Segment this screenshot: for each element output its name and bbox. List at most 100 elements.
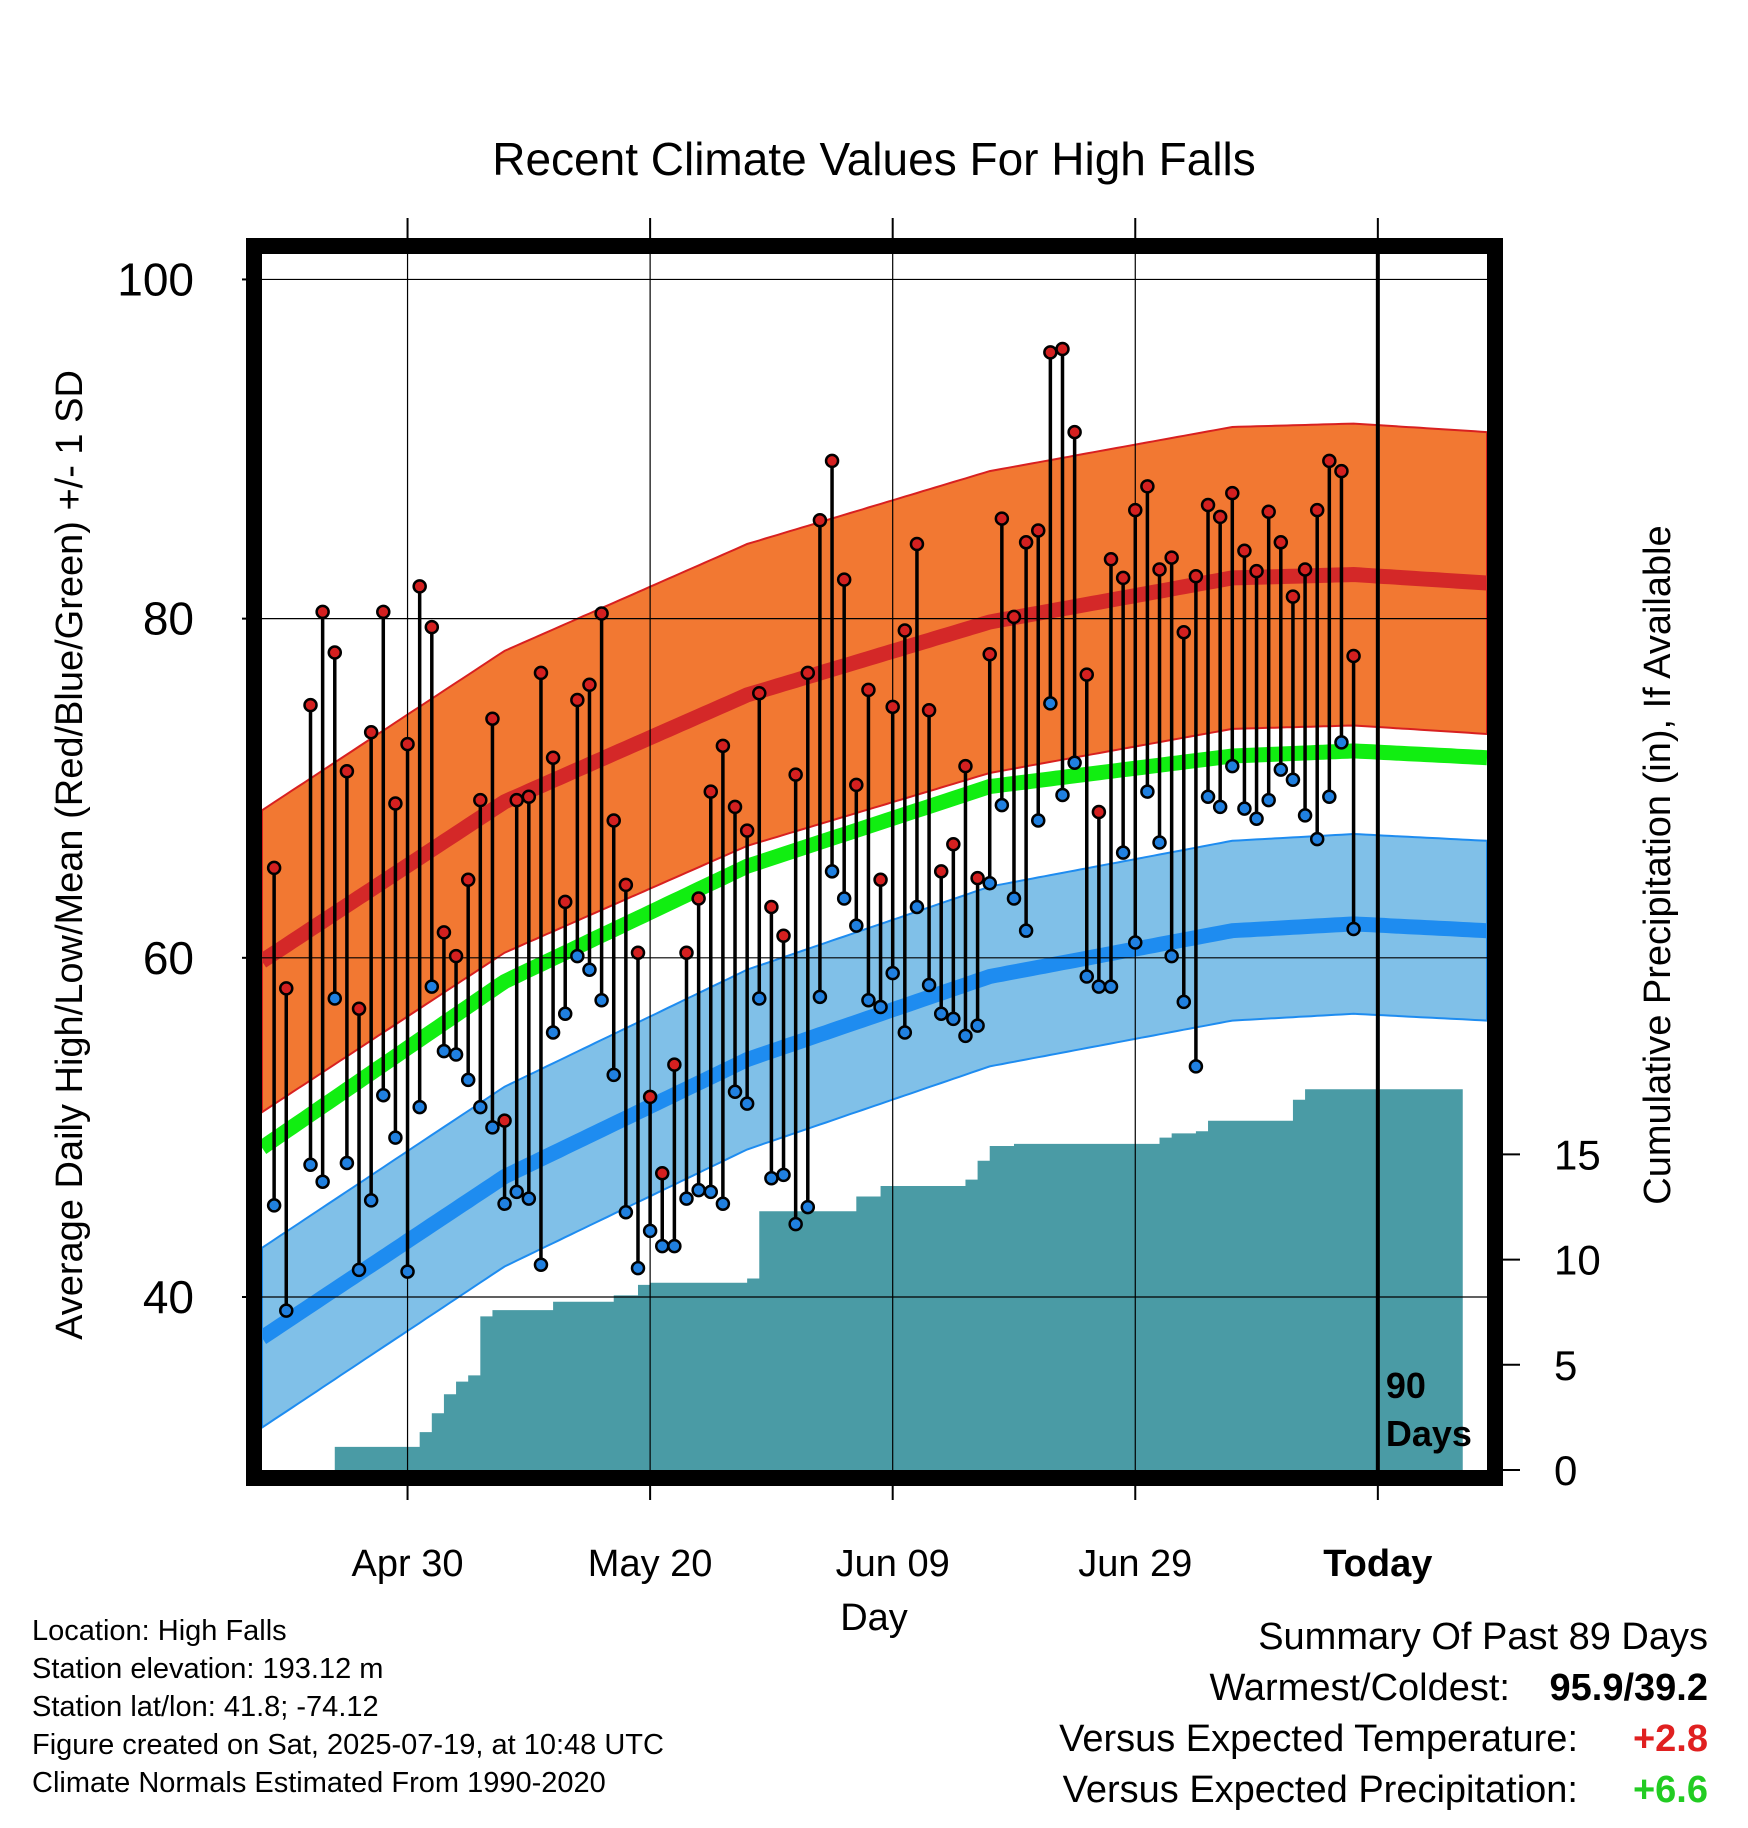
- daily-low-point: [861, 992, 876, 1008]
- temp-anomaly-value: +2.8: [1632, 1718, 1708, 1760]
- daily-high-point: [303, 697, 318, 713]
- daily-low-point: [1128, 935, 1143, 950]
- daily-low-point: [1273, 762, 1289, 777]
- daily-low-point: [946, 1011, 961, 1027]
- daily-low-point: [982, 875, 997, 891]
- normal-high-line: [262, 566, 1487, 968]
- daily-low-point: [363, 1193, 379, 1208]
- daily-high-point: [933, 864, 949, 879]
- daily-high-point: [1346, 648, 1361, 664]
- daily-low-point: [764, 1171, 779, 1186]
- daily-high-point: [897, 623, 913, 638]
- daily-low-point: [327, 991, 343, 1006]
- daily-low-point: [788, 1216, 803, 1232]
- daily-low-point: [752, 991, 767, 1006]
- daily-high-point: [545, 750, 561, 765]
- daily-low-point: [1237, 801, 1252, 816]
- daily-high-point: [873, 872, 888, 888]
- daily-high-point: [849, 777, 864, 793]
- daily-high-point: [667, 1057, 682, 1072]
- y-left-tick-label: 100: [117, 253, 194, 305]
- daily-low-point: [1043, 696, 1058, 711]
- daily-high-point: [327, 645, 343, 660]
- daily-low-point: [582, 962, 597, 977]
- daily-low-point: [303, 1157, 318, 1172]
- daily-high-point: [921, 702, 937, 718]
- daily-low-point: [970, 1018, 985, 1033]
- daily-high-point: [1200, 497, 1216, 513]
- daily-high-point: [400, 736, 415, 752]
- daily-low-point: [1152, 835, 1167, 850]
- normal-mean-line: [262, 743, 1487, 1154]
- daily-high-point: [679, 945, 694, 960]
- daily-high-point: [630, 945, 646, 960]
- daily-high-point: [557, 894, 573, 910]
- daily-low-point: [812, 989, 828, 1005]
- daily-low-point: [545, 1025, 561, 1040]
- daily-low-point: [630, 1260, 646, 1276]
- daily-low-point: [1225, 758, 1240, 774]
- daily-low-point: [715, 1196, 731, 1211]
- extremes-value: 95.9/39.2: [1549, 1667, 1708, 1709]
- daily-low-point: [1200, 789, 1216, 804]
- daily-high-point: [1152, 562, 1167, 577]
- today-window-label-1: 90: [1386, 1365, 1426, 1406]
- plot-area: [262, 254, 1487, 1470]
- daily-low-point: [460, 1072, 476, 1088]
- daily-low-point: [776, 1167, 791, 1183]
- daily-low-point: [473, 1099, 488, 1115]
- y-right-tick-label: 0: [1554, 1447, 1577, 1494]
- daily-high-point: [412, 579, 427, 594]
- daily-high-point: [1322, 453, 1337, 469]
- y-right-tick-label: 15: [1554, 1131, 1601, 1178]
- daily-high-point: [1285, 589, 1301, 604]
- daily-high-point: [1055, 341, 1070, 357]
- daily-low-point: [1018, 923, 1034, 938]
- daily-low-point: [436, 1043, 452, 1059]
- daily-low-point: [1091, 979, 1107, 994]
- daily-high-point: [691, 891, 706, 906]
- daily-low-point: [606, 1067, 621, 1083]
- plot-frame: [246, 238, 1503, 1486]
- daily-high-point: [582, 677, 597, 693]
- daily-low-point: [351, 1262, 367, 1278]
- daily-high-point: [1164, 550, 1179, 565]
- daily-high-point: [606, 813, 621, 828]
- normal-low-line: [262, 916, 1487, 1344]
- daily-low-point: [824, 864, 840, 879]
- chart-title: Recent Climate Values For High Falls: [492, 133, 1256, 185]
- daily-low-point: [388, 1130, 403, 1145]
- daily-high-point: [266, 860, 282, 876]
- daily-high-point: [970, 870, 985, 886]
- daily-high-point: [654, 1165, 670, 1181]
- summary-heading: Summary Of Past 89 Days: [1258, 1616, 1708, 1658]
- daily-low-point: [1067, 755, 1082, 771]
- daily-low-point: [667, 1238, 682, 1254]
- daily-high-point: [1115, 570, 1131, 586]
- daily-high-point: [812, 513, 828, 528]
- daily-low-point: [1261, 792, 1276, 808]
- y-axis-label-left: Average Daily High/Low/Mean (Red/Blue/Gr…: [49, 370, 91, 1340]
- daily-high-point: [1018, 535, 1034, 550]
- daily-low-point: [594, 992, 609, 1008]
- daily-low-point: [800, 1199, 816, 1215]
- daily-low-point: [497, 1196, 512, 1211]
- daily-low-point: [958, 1028, 973, 1044]
- daily-high-point: [376, 604, 391, 620]
- daily-high-point: [1079, 667, 1095, 682]
- daily-high-point: [1297, 562, 1313, 577]
- daily-low-point: [727, 1084, 743, 1100]
- daily-high-point: [279, 981, 294, 996]
- daily-high-point: [1030, 523, 1046, 538]
- daily-high-point: [1261, 504, 1276, 520]
- daily-high-point: [521, 789, 537, 804]
- daily-high-point: [448, 948, 464, 964]
- daily-low-point: [933, 1006, 949, 1022]
- daily-high-point: [946, 836, 961, 852]
- daily-low-point: [424, 979, 440, 994]
- daily-low-point: [836, 891, 852, 906]
- daily-low-point: [691, 1182, 706, 1198]
- daily-high-point: [836, 572, 852, 587]
- daily-low-point: [679, 1191, 694, 1206]
- daily-low-point: [873, 999, 888, 1015]
